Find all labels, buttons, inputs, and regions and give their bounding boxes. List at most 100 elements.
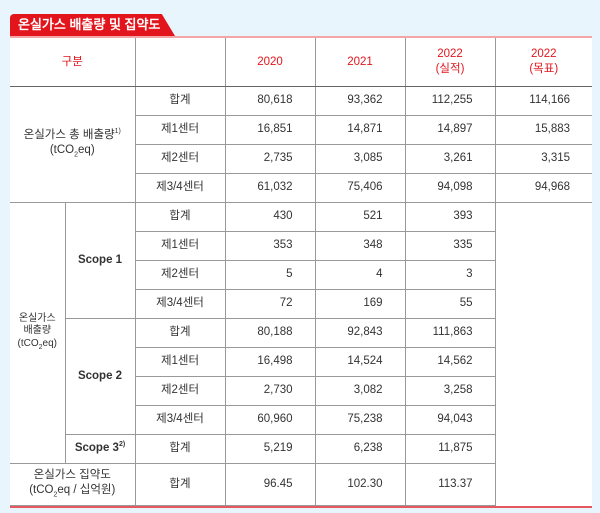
- sub-category: 합계: [134, 85, 226, 116]
- value-v2022: 94,043: [404, 404, 496, 435]
- value-v2020: 5,219: [224, 433, 316, 464]
- goal-empty: [494, 201, 593, 505]
- value-v2020: 60,960: [224, 404, 316, 435]
- header-note: (실적): [435, 62, 465, 75]
- label: 온실가스 집약도: [33, 469, 111, 482]
- value-v2021: 3,082: [314, 375, 406, 406]
- value-v2021: 521: [314, 201, 406, 232]
- table-row: 제2센터 2,730 3,082 3,258: [10, 375, 592, 406]
- table-row: 온실가스 집약도 (tCO2eq / 십억원) 합계 96.45 102.30 113.3…: [10, 462, 592, 506]
- header-2020: 2020: [224, 38, 316, 87]
- value-v2020: 96.45: [224, 462, 316, 506]
- value-v2022: 11,875: [404, 433, 496, 464]
- table-row: 제1센터 16,851 14,871 14,897 15,883: [10, 114, 593, 145]
- value-goal: 3,315: [494, 143, 593, 174]
- value-v2021: 348: [314, 230, 406, 261]
- header-2021: 2021: [314, 38, 406, 87]
- unit: eq): [78, 143, 95, 156]
- label: 온실가스 총 배출량: [23, 129, 115, 142]
- sub-category: 제3/4센터: [135, 404, 226, 435]
- value-v2021: 6,238: [314, 433, 406, 464]
- value-v2020: 16,851: [224, 114, 316, 145]
- scope2-label: Scope 2: [65, 317, 136, 435]
- scope3-label: Scope 32): [65, 433, 136, 464]
- value-v2020: 430: [224, 201, 316, 232]
- sub-category: 제2센터: [135, 375, 226, 406]
- value-v2022: 3,258: [404, 375, 496, 406]
- value-v2021: 75,406: [314, 172, 406, 203]
- sub-category: 제2센터: [135, 143, 226, 174]
- value-v2020: 80,618: [224, 85, 316, 116]
- value-v2022: 14,562: [404, 346, 496, 377]
- emissions-table: 구분 2020 2021 2022 (실적) 2022 (목표) 온실가스 총 배출…: [10, 38, 593, 506]
- scope1-label: Scope 1: [64, 201, 136, 319]
- value-goal: 15,883: [494, 114, 593, 145]
- value-v2021: 93,362: [314, 85, 406, 116]
- header-category: 구분: [10, 38, 136, 87]
- value-v2022: 55: [404, 288, 496, 319]
- bottom-divider: [10, 506, 592, 508]
- table-row: 제1센터 353 348 335: [10, 230, 592, 261]
- value-v2022: 3,261: [404, 143, 496, 174]
- header-year: 2022: [530, 48, 557, 61]
- value-v2020: 61,032: [224, 172, 316, 203]
- value-v2020: 353: [224, 230, 316, 261]
- value-v2021: 75,238: [314, 404, 406, 435]
- table-row: Scope 32) 합계 5,219 6,238 11,875: [10, 433, 592, 464]
- table-row: Scope 2 합계 80,188 92,843 111,863: [10, 317, 592, 435]
- emissions-label: 온실가스 배출량 (tCO2eq): [10, 201, 66, 464]
- value-v2022: 94,098: [404, 172, 496, 203]
- value-v2020: 72: [224, 288, 316, 319]
- sub-category: 제1센터: [135, 230, 226, 261]
- unit: eq): [42, 337, 57, 349]
- unit-sub: 2: [53, 490, 58, 498]
- sub-category: 제2센터: [135, 259, 226, 290]
- value-v2022: 113.37: [404, 462, 496, 506]
- value-v2020: 2,730: [224, 375, 316, 406]
- sub-category: 제3/4센터: [135, 172, 226, 203]
- intensity-label: 온실가스 집약도 (tCO2eq / 십억원): [10, 462, 136, 506]
- footnote-ref: 2): [118, 441, 126, 449]
- sub-category: 합계: [134, 433, 226, 464]
- divider: [10, 36, 592, 38]
- header-2022-goal: 2022 (목표): [494, 38, 593, 87]
- unit: (tCO: [29, 483, 54, 496]
- value-v2020: 5: [224, 259, 316, 290]
- header-note: (목표): [529, 62, 559, 75]
- value-v2021: 14,871: [314, 114, 406, 145]
- value-v2021: 4: [314, 259, 406, 290]
- table-row: 온실가스 배출량 (tCO2eq) Scope 1 합계 430 521 393: [10, 201, 593, 505]
- value-v2020: 16,498: [224, 346, 316, 377]
- header-blank: [134, 38, 226, 87]
- sub-category: 제1센터: [135, 114, 226, 145]
- value-v2020: 2,735: [224, 143, 316, 174]
- unit: eq / 십억원): [57, 483, 116, 496]
- value-v2021: 102.30: [314, 462, 406, 506]
- value-v2022: 14,897: [404, 114, 496, 145]
- value-goal: 114,166: [494, 85, 593, 116]
- sub-category: 제1센터: [135, 346, 226, 377]
- label: Scope 3: [74, 442, 119, 455]
- value-v2022: 3: [404, 259, 496, 290]
- sub-category: 합계: [134, 317, 226, 348]
- table-row: 제3/4센터 60,960 75,238 94,043: [10, 404, 592, 435]
- value-v2022: 111,863: [404, 317, 496, 348]
- header-row: 구분 2020 2021 2022 (실적) 2022 (목표): [10, 38, 593, 87]
- unit-sub: 2: [38, 343, 43, 351]
- sub-category: 제3/4센터: [135, 288, 226, 319]
- label: 온실가스: [18, 312, 56, 324]
- value-goal: 94,968: [494, 172, 593, 203]
- label: 배출량: [23, 325, 52, 337]
- section-title: 온실가스 배출량 및 집약도: [10, 14, 175, 36]
- unit: (tCO: [17, 337, 39, 349]
- value-v2021: 92,843: [314, 317, 406, 348]
- value-v2021: 3,085: [314, 143, 406, 174]
- value-v2022: 393: [404, 201, 496, 232]
- table-row: 온실가스 총 배출량1) (tCO2eq) 합계 80,618 93,362 112,25…: [10, 85, 593, 203]
- total-emissions-label: 온실가스 총 배출량1) (tCO2eq): [10, 85, 136, 203]
- unit-sub: 2: [74, 150, 79, 158]
- value-v2021: 14,524: [314, 346, 406, 377]
- table-row: 제2센터 2,735 3,085 3,261 3,315: [10, 143, 593, 174]
- header-2022-actual: 2022 (실적): [404, 38, 496, 87]
- value-v2020: 80,188: [224, 317, 316, 348]
